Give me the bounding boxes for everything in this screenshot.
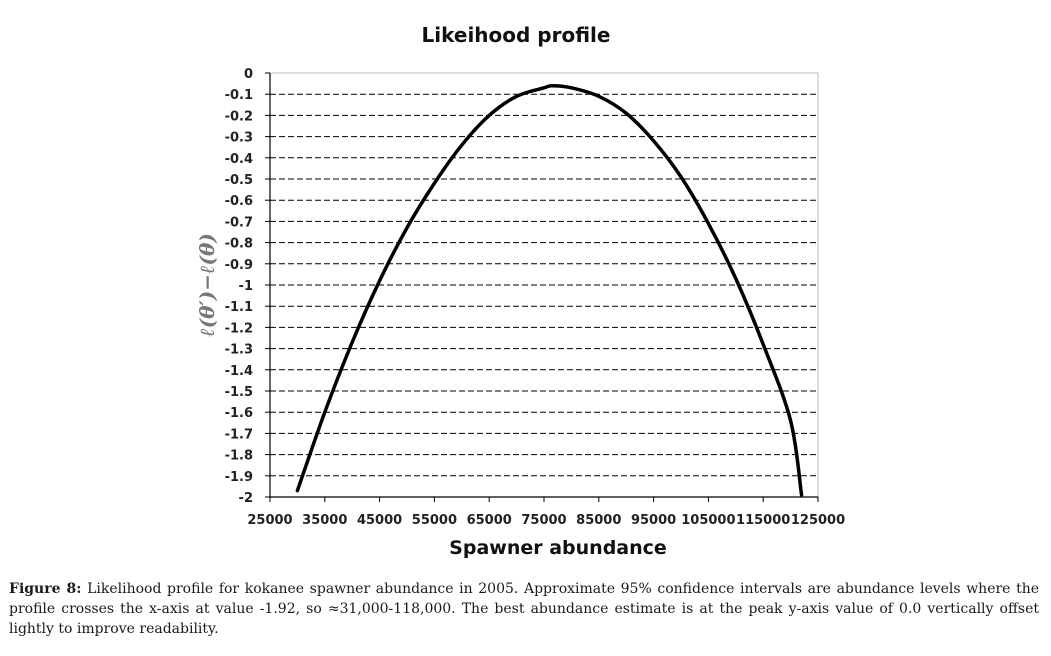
y-tick-label: -1.9 <box>225 470 253 485</box>
y-tick-label: -1.1 <box>225 300 253 315</box>
y-tick-label: -2 <box>239 491 253 506</box>
y-tick-label: -1.4 <box>225 364 253 379</box>
axes <box>265 72 819 502</box>
x-tick-label: 115000 <box>736 513 790 528</box>
y-tick-label: -0.3 <box>225 131 253 146</box>
caption-label: Figure 8: <box>9 581 82 597</box>
y-tick-label: -1.7 <box>225 427 253 442</box>
y-tick-label: -1.5 <box>225 385 253 400</box>
y-tick-label: -1.6 <box>225 406 253 421</box>
y-tick-label: -0.4 <box>225 152 253 167</box>
x-tick-label: 105000 <box>681 513 735 528</box>
y-axis-label: ℓ(θ′)−ℓ(θ) <box>195 233 219 337</box>
y-tick-label: -0.7 <box>225 215 253 230</box>
figure-caption: Figure 8: Likelihood profile for kokanee… <box>9 579 1039 639</box>
y-tick-labels: 0 -0.1 -0.2 -0.3 -0.4 -0.5 -0.6 -0.7 -0.8 -0.9 -1 -… <box>225 67 253 506</box>
y-tick-label: -1.3 <box>225 343 253 358</box>
y-tick-label: -0.8 <box>225 237 253 252</box>
x-axis-label: Spawner abundance <box>449 537 667 559</box>
x-tick-label: 125000 <box>791 513 845 528</box>
x-tick-label: 95000 <box>631 513 676 528</box>
chart-title: Likeihood profile <box>422 23 611 47</box>
y-tick-label: 0 <box>244 67 253 82</box>
likelihood-profile-chart: Likeihood profile 0 -0.1 -0.2 -0.3 -0.4 -0.5 -… <box>195 23 845 559</box>
y-tick-label: -1 <box>239 279 253 294</box>
x-tick-label: 85000 <box>576 513 621 528</box>
x-tick-label: 75000 <box>521 513 566 528</box>
y-tick-label: -0.6 <box>225 194 253 209</box>
x-tick-label: 25000 <box>247 513 292 528</box>
y-tick-label: -1.8 <box>225 449 253 464</box>
grid-lines <box>270 93 818 477</box>
likelihood-series-line <box>295 83 804 497</box>
x-tick-label: 55000 <box>412 513 457 528</box>
y-tick-label: -0.5 <box>225 173 253 188</box>
series-layer <box>295 83 804 497</box>
y-tick-label: -0.9 <box>225 258 253 273</box>
x-tick-label: 45000 <box>357 513 402 528</box>
y-tick-label: -0.2 <box>225 109 253 124</box>
caption-text: Likelihood profile for kokanee spawner a… <box>9 581 1040 637</box>
y-tick-label: -0.1 <box>225 88 253 103</box>
x-tick-label: 65000 <box>467 513 512 528</box>
y-tick-label: -1.2 <box>225 321 253 336</box>
x-tick-label: 35000 <box>302 513 347 528</box>
x-tick-labels: 25000 35000 45000 55000 65000 75000 85000 95000… <box>247 513 845 528</box>
